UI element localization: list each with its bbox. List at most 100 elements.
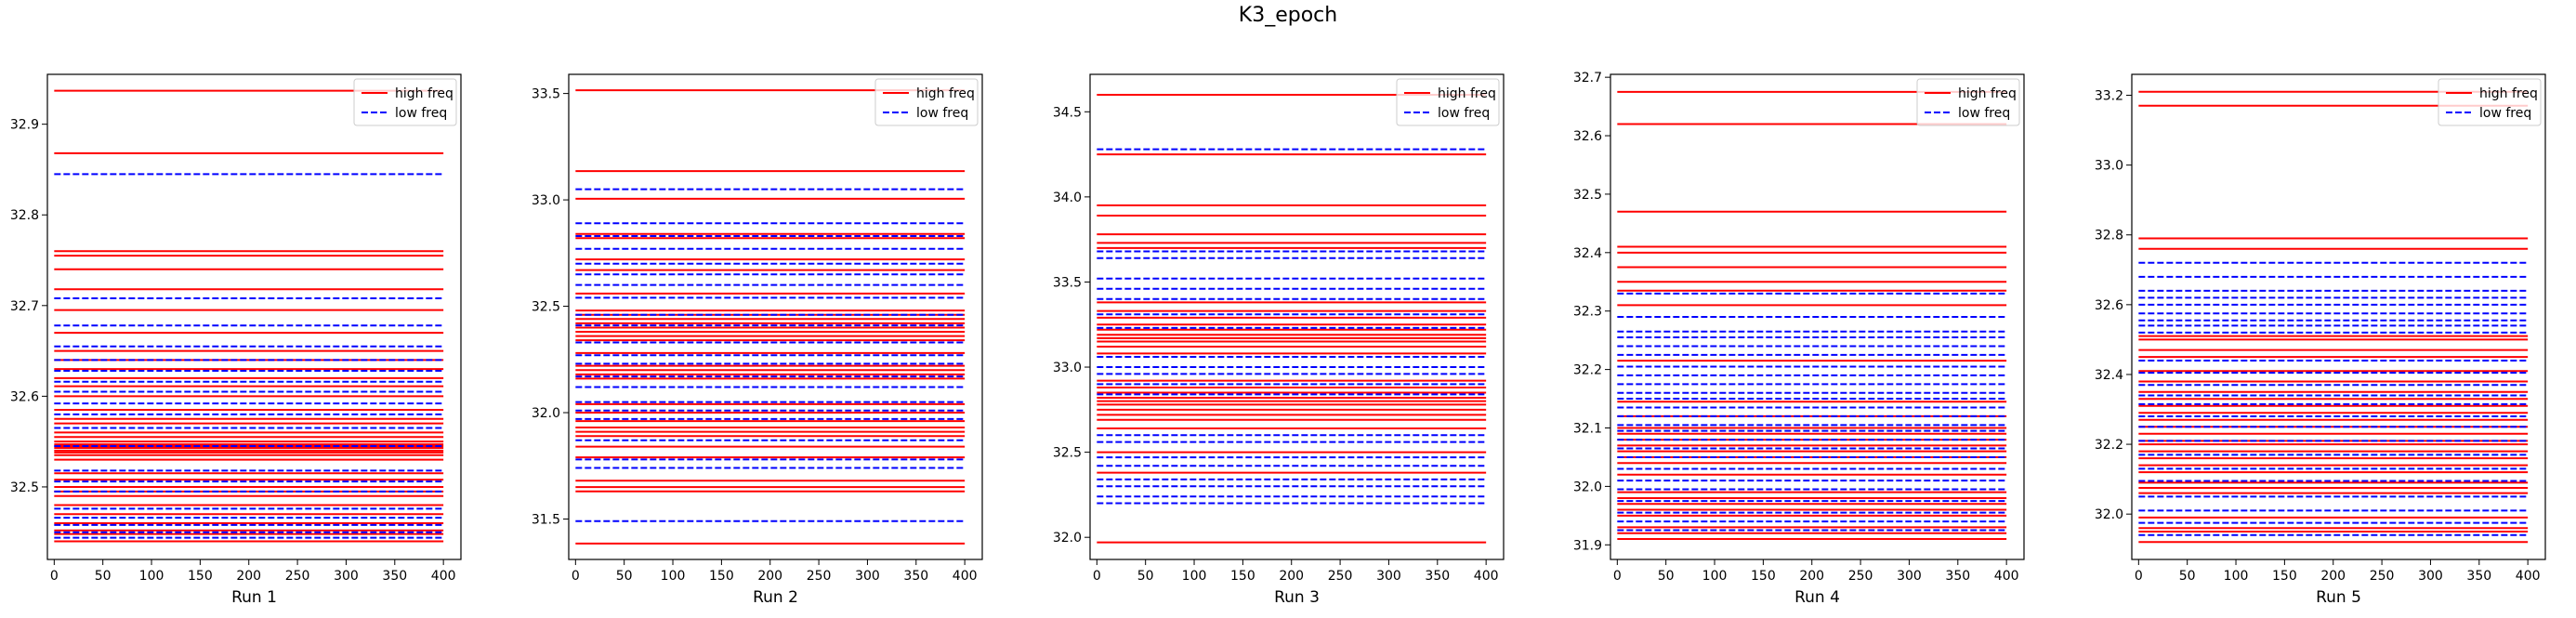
series-group (1097, 93, 1487, 544)
y-tick-label: 32.5 (10, 480, 39, 495)
y-tick-label: 32.7 (1573, 71, 1602, 85)
legend-low-label: low freq (2479, 106, 2531, 121)
y-tick-label: 32.0 (1573, 480, 1602, 494)
x-tick-label: 300 (1897, 569, 1922, 584)
legend-low-label: low freq (395, 106, 447, 121)
x-tick-label: 350 (1945, 569, 1970, 584)
legend-high-label: high freq (1438, 86, 1496, 101)
x-tick-label: 250 (2370, 569, 2395, 584)
legend: high freq low freq (1916, 78, 2020, 126)
x-tick-label: 400 (953, 569, 978, 584)
x-tick-label: 200 (1279, 569, 1304, 584)
y-tick-label: 33.0 (532, 193, 560, 208)
x-tick-label: 100 (1182, 569, 1207, 584)
legend: high freq low freq (874, 78, 979, 126)
legend: high freq low freq (353, 78, 457, 126)
x-tick-label: 100 (661, 569, 686, 584)
legend: high freq low freq (2438, 78, 2542, 126)
y-tick-label: 32.6 (10, 389, 39, 404)
x-tick-label: 400 (1994, 569, 2019, 584)
x-tick-label: 50 (2179, 569, 2196, 584)
x-tick-label: 100 (139, 569, 164, 584)
x-tick-label: 0 (50, 569, 59, 584)
legend-box (353, 78, 457, 126)
axes-frame (1610, 73, 2025, 560)
x-tick-label: 300 (2418, 569, 2443, 584)
x-tick-label: 0 (1093, 569, 1101, 584)
y-tick-label: 32.8 (2095, 229, 2123, 243)
x-axis-label: Run 4 (1794, 588, 1840, 607)
x-tick-label: 200 (236, 569, 261, 584)
x-tick-label: 400 (2516, 569, 2541, 584)
subplot-2: 0 50 100 150 200 250 300 350 400 31.5 32.0 32.5 33.0… (532, 73, 983, 607)
x-tick-label: 300 (1376, 569, 1401, 584)
y-tick-label: 32.5 (532, 300, 560, 315)
series-group (2138, 90, 2529, 544)
axes-frame (1089, 73, 1505, 560)
x-tick-label: 250 (285, 569, 310, 584)
x-tick-label: 200 (757, 569, 782, 584)
x-tick-label: 350 (903, 569, 928, 584)
y-tick-label: 32.4 (1573, 246, 1602, 261)
y-tick-label: 34.0 (1053, 191, 1082, 205)
y-tick-label: 32.7 (10, 299, 39, 314)
legend-box (874, 78, 979, 126)
legend-high-label: high freq (1958, 86, 2017, 101)
subplot-1: 0 50 100 150 200 250 300 350 400 32.5 32.6 32.7 32.8… (10, 73, 462, 607)
legend-high-label: high freq (2479, 86, 2538, 101)
y-tick-label: 32.5 (1573, 188, 1602, 203)
y-tick-label: 33.5 (532, 87, 560, 102)
subplot-5: 0 50 100 150 200 250 300 350 400 32.0 32.2 32.4 32.6… (2095, 73, 2546, 607)
x-tick-label: 400 (1474, 569, 1499, 584)
y-tick-label: 32.9 (10, 118, 39, 133)
x-tick-label: 50 (1137, 569, 1154, 584)
x-axis-label: Run 1 (231, 588, 277, 607)
legend-high-label: high freq (916, 86, 975, 101)
series-group (575, 89, 966, 545)
x-tick-label: 0 (2135, 569, 2143, 584)
x-tick-label: 50 (616, 569, 633, 584)
y-tick-label: 32.3 (1573, 305, 1602, 320)
y-tick-label: 33.2 (2095, 89, 2123, 104)
legend-box (2438, 78, 2542, 126)
x-tick-label: 200 (1799, 569, 1824, 584)
figure-title: K3_epoch (1238, 4, 1338, 27)
subplot-4: 0 50 100 150 200 250 300 350 400 31.9 32.0 32.1 32.2… (1573, 71, 2025, 607)
x-tick-label: 350 (382, 569, 407, 584)
x-tick-label: 150 (2272, 569, 2297, 584)
y-tick-label: 32.2 (1573, 363, 1602, 378)
y-tick-label: 32.6 (2095, 298, 2123, 313)
x-tick-label: 0 (1613, 569, 1622, 584)
x-tick-label: 150 (709, 569, 734, 584)
x-tick-label: 250 (1848, 569, 1873, 584)
x-tick-label: 400 (431, 569, 456, 584)
x-tick-label: 150 (188, 569, 213, 584)
x-tick-label: 100 (1702, 569, 1728, 584)
y-tick-label: 31.9 (1573, 538, 1602, 553)
x-tick-label: 50 (1658, 569, 1675, 584)
x-axis-label: Run 3 (1274, 588, 1320, 607)
axes-frame (46, 73, 462, 560)
x-axis-label: Run 5 (2316, 588, 2361, 607)
x-tick-label: 350 (1425, 569, 1450, 584)
legend-low-label: low freq (916, 106, 968, 121)
series-group (1617, 90, 2007, 540)
subplot-3: 0 50 100 150 200 250 300 350 400 32.0 32.5 33.0 33.5… (1053, 73, 1505, 607)
y-tick-label: 32.0 (532, 406, 560, 421)
x-tick-label: 150 (1230, 569, 1255, 584)
legend-high-label: high freq (395, 86, 453, 101)
x-tick-label: 300 (855, 569, 880, 584)
legend-box (1916, 78, 2020, 126)
x-tick-label: 350 (2466, 569, 2491, 584)
legend-low-label: low freq (1438, 106, 1490, 121)
x-tick-label: 200 (2320, 569, 2346, 584)
y-tick-label: 34.5 (1053, 105, 1082, 120)
x-tick-label: 150 (1751, 569, 1776, 584)
y-tick-label: 33.0 (1053, 361, 1082, 375)
y-tick-label: 32.4 (2095, 368, 2123, 383)
x-tick-label: 50 (95, 569, 112, 584)
y-tick-label: 31.5 (532, 513, 560, 528)
x-tick-label: 0 (572, 569, 580, 584)
x-tick-label: 300 (334, 569, 359, 584)
